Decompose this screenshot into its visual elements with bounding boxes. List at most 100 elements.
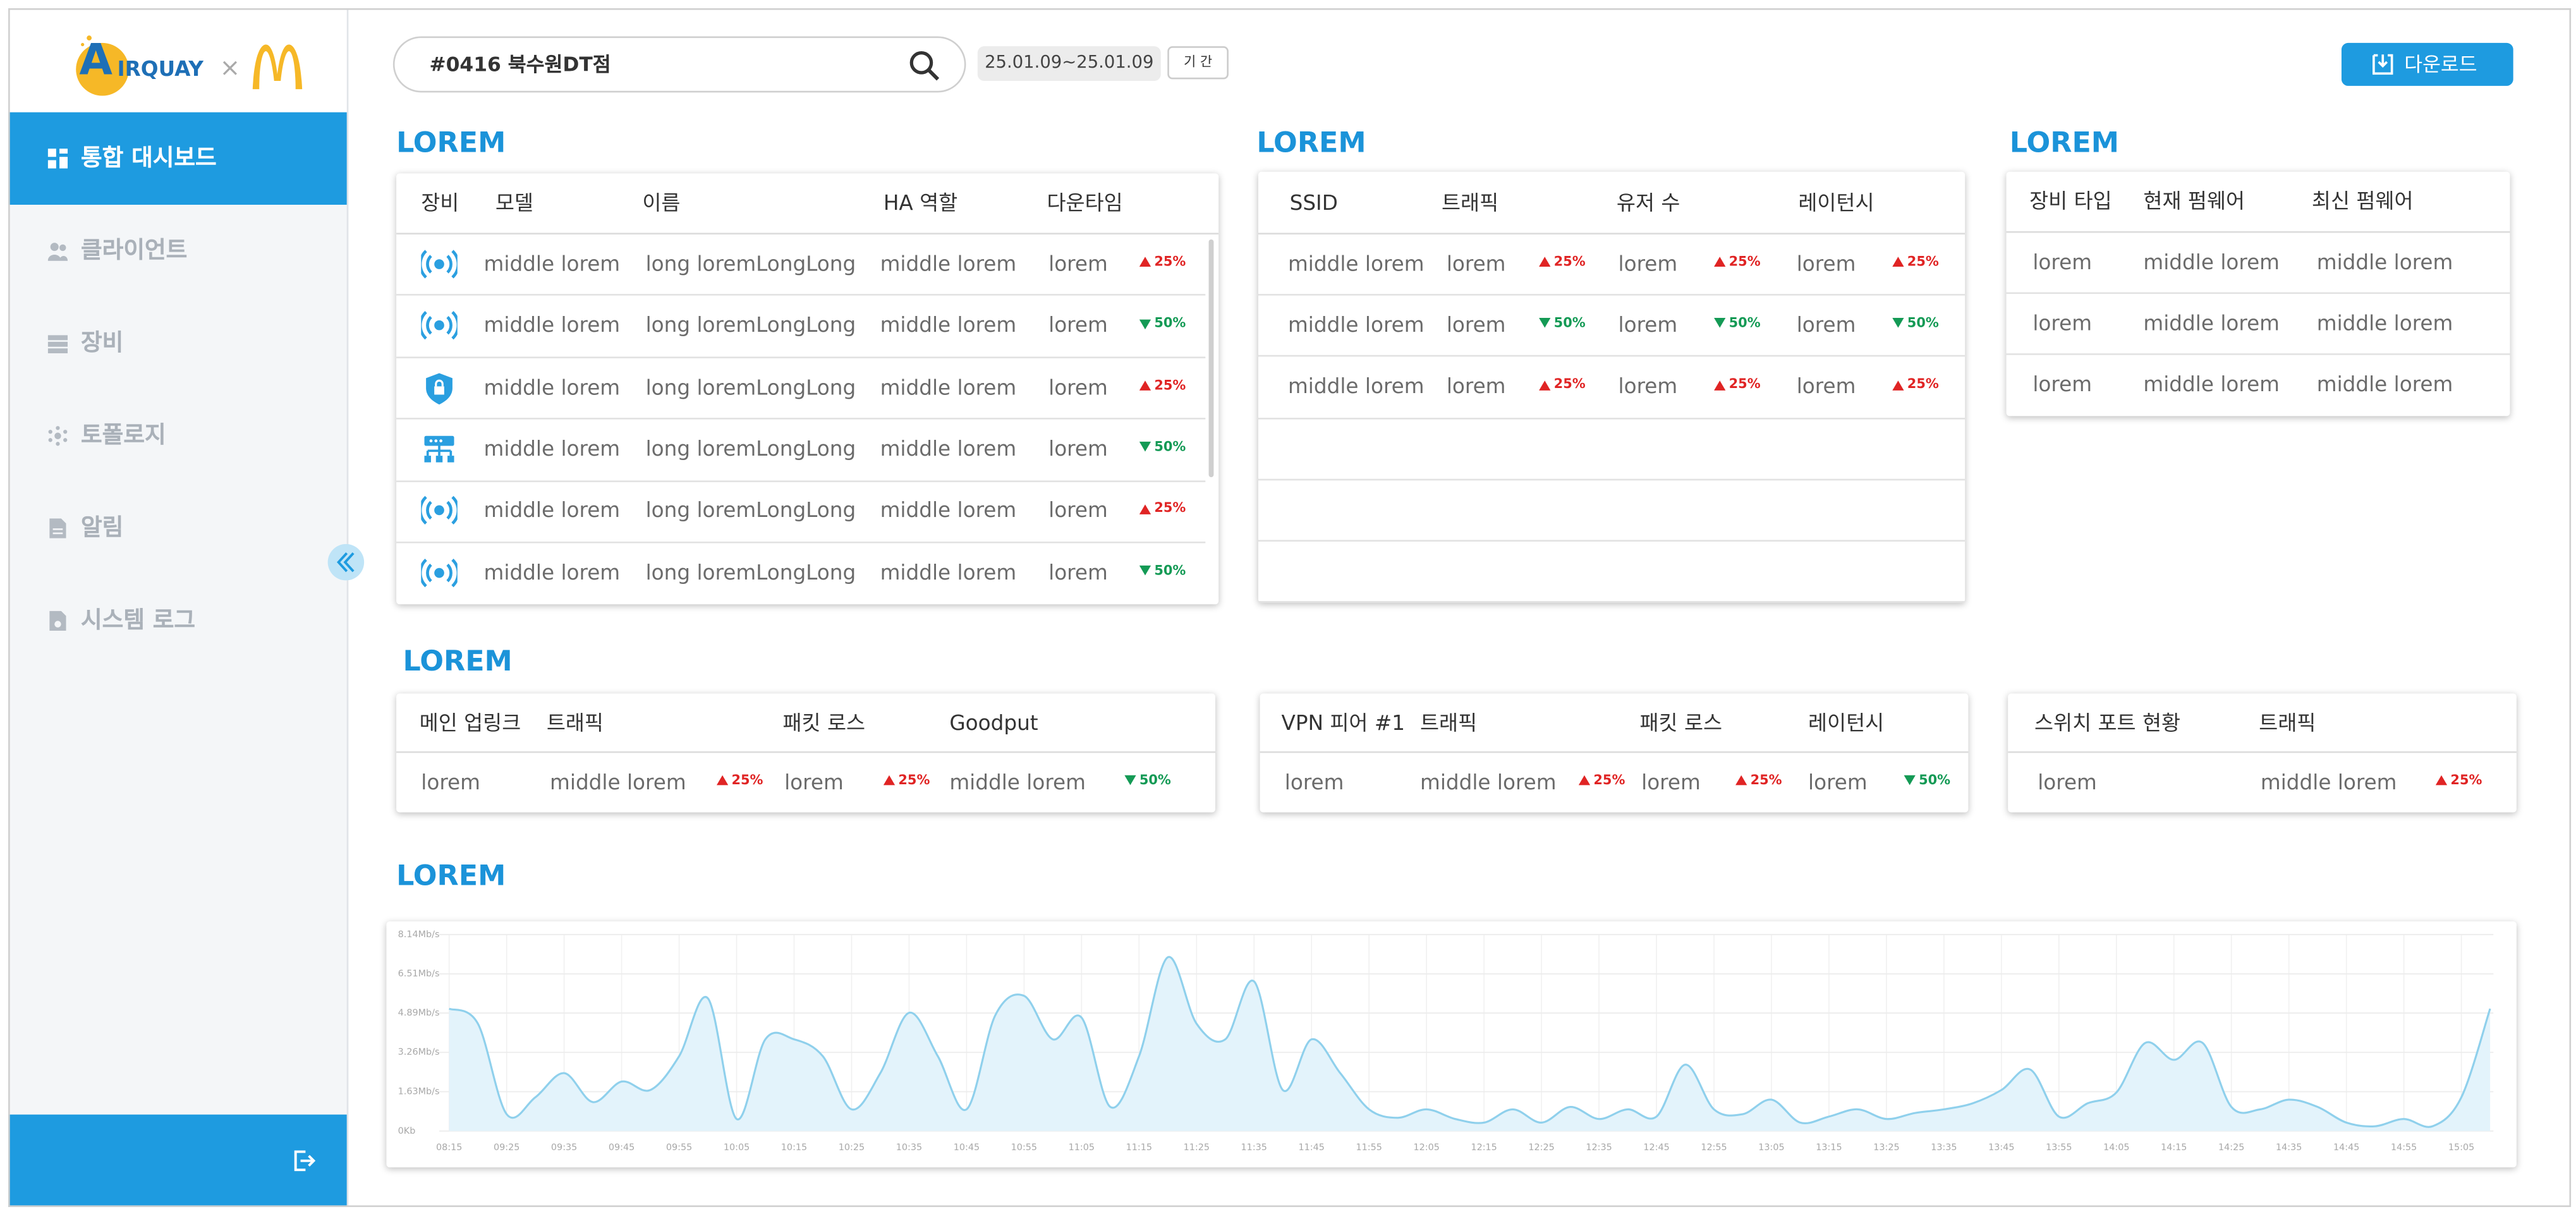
- cell: middle lorem: [880, 435, 1017, 461]
- logout-button[interactable]: [292, 1150, 316, 1173]
- collapse-button[interactable]: [327, 543, 365, 581]
- table-card: 장비 타입 현재 펌웨어 최신 펌웨어 lorem middle lorem middle…: [2006, 171, 2510, 416]
- trend-value: 25%: [1907, 376, 1939, 392]
- trend-value: 25%: [898, 772, 930, 787]
- section-title: LOREM: [396, 127, 506, 161]
- cell: middle lorem: [880, 497, 1017, 523]
- device-icon-part: [434, 567, 444, 578]
- cell: middle lorem: [949, 768, 1086, 794]
- cell: middle lorem: [2316, 309, 2453, 335]
- cell: lorem: [784, 768, 844, 794]
- menu-item[interactable]: 토폴로지: [8, 390, 347, 482]
- trend-value: 50%: [1154, 439, 1186, 454]
- cell: lorem: [2032, 370, 2093, 396]
- trend-value: 50%: [1907, 315, 1939, 331]
- y-tick-label: 0Kb: [398, 1126, 416, 1136]
- x-tick-label: 13:15: [1816, 1143, 1842, 1153]
- search-box[interactable]: #0416 북수원DT점: [392, 36, 966, 93]
- x-tick-label: 10:35: [896, 1143, 922, 1153]
- cell: middle lorem: [880, 312, 1017, 337]
- cell: middle lorem: [880, 373, 1017, 399]
- cell: long loremLongLong: [645, 312, 856, 337]
- trend-badge: 25%: [1539, 253, 1586, 270]
- header-divider: [2006, 231, 2510, 233]
- menu-icon-part: [50, 243, 59, 252]
- download-button[interactable]: 다운로드: [2341, 42, 2513, 86]
- trend-value: 25%: [1728, 253, 1761, 269]
- menu-icon-part: [47, 335, 68, 341]
- trend-value: 25%: [2450, 772, 2482, 787]
- trend-arrow-part: [1139, 380, 1151, 391]
- column-header: 패킷 로스: [782, 709, 866, 734]
- search-lens: [909, 51, 933, 75]
- trend-arrow: [1139, 380, 1151, 391]
- menu-icon-part: [48, 430, 52, 434]
- cell: middle lorem: [880, 250, 1017, 276]
- menu-icon-part: [59, 244, 66, 252]
- menu-icon-part: [47, 348, 68, 354]
- x-tick-label: 14:45: [2333, 1143, 2359, 1153]
- menu-icon-part: [56, 426, 60, 430]
- logo-circle: [76, 42, 129, 96]
- menu-item[interactable]: 알림: [8, 482, 347, 574]
- trend-badge: 50%: [1139, 439, 1186, 456]
- x-tick-label: 10:15: [781, 1143, 807, 1153]
- menu-icon: [47, 243, 68, 261]
- trend-badge: 50%: [1904, 772, 1951, 788]
- sidebar: A IRQUAY × 통합 대시보드 클라이언트 장비 토폴로지 알림 시스템 로그: [8, 8, 349, 1207]
- cell: middle lorem: [1420, 768, 1557, 794]
- sidebar-footer: [8, 1114, 347, 1207]
- logo-badge: [76, 35, 129, 96]
- trend-arrow: [1578, 775, 1591, 786]
- trend-badge: 25%: [1892, 377, 1939, 393]
- trend-value: 50%: [1139, 772, 1171, 787]
- x-tick-label: 10:45: [954, 1143, 980, 1153]
- trend-arrow: [1714, 379, 1726, 390]
- menu-label: 토폴로지: [81, 422, 166, 449]
- logout-door: [294, 1150, 306, 1172]
- menu-icon-part: [63, 430, 68, 434]
- menu-icon: [49, 610, 66, 631]
- period-button[interactable]: 기 간: [1167, 46, 1229, 80]
- column-header: 이름: [642, 190, 681, 215]
- traffic-line: [448, 956, 2491, 1128]
- cell: middle lorem: [483, 312, 621, 337]
- menu-item[interactable]: 클라이언트: [8, 205, 347, 297]
- trend-arrow: [1539, 318, 1551, 329]
- cell: middle lorem: [483, 250, 621, 276]
- trend-arrow: [1139, 442, 1151, 452]
- menu-item[interactable]: 시스템 로그: [8, 574, 347, 667]
- x-tick-label: 12:05: [1413, 1143, 1439, 1153]
- y-tick-label: 1.63Mb/s: [398, 1087, 440, 1097]
- column-header: 메인 업링크: [419, 709, 521, 734]
- trend-arrow: [1139, 504, 1151, 514]
- table-card: 스위치 포트 현황 트래픽 lorem middle lorem 25%: [2008, 693, 2517, 813]
- trend-value: 50%: [1919, 772, 1951, 787]
- logo-dot: [81, 42, 85, 47]
- section-title: LOREM: [1256, 127, 1366, 161]
- trend-arrow: [1892, 379, 1904, 390]
- trend-value: 25%: [1593, 772, 1625, 787]
- x-tick-label: 10:55: [1011, 1143, 1037, 1153]
- row-divider: [396, 356, 1206, 358]
- menu-item[interactable]: 장비: [8, 297, 347, 389]
- row-divider: [1258, 416, 1965, 419]
- cell: long loremLongLong: [645, 250, 856, 276]
- device-icon-part: [435, 379, 444, 386]
- row-divider: [1258, 540, 1965, 542]
- cell: lorem: [1618, 312, 1678, 337]
- column-header: VPN 피어 #1: [1281, 709, 1406, 734]
- trend-arrow: [1735, 775, 1747, 786]
- menu-label: 클라이언트: [81, 238, 188, 265]
- cell: lorem: [1048, 312, 1108, 337]
- device-icon-part: [434, 439, 438, 442]
- menu-item[interactable]: 통합 대시보드: [8, 112, 347, 205]
- column-header: 레이턴시: [1808, 709, 1885, 734]
- device-icon-part: [421, 558, 458, 587]
- row-divider: [396, 294, 1206, 296]
- cell: lorem: [1796, 373, 1856, 398]
- device-icon: [421, 558, 458, 587]
- cell: middle lorem: [1287, 373, 1425, 398]
- trend-badge: 25%: [1735, 772, 1782, 788]
